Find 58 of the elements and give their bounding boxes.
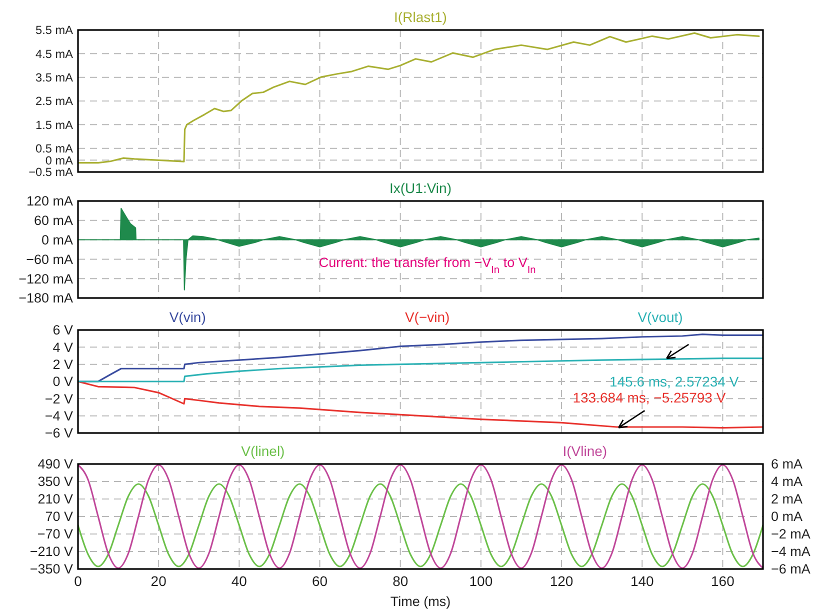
y-tick-label: 350 V <box>38 474 73 490</box>
y-tick-label: −0.5 mA <box>28 165 74 180</box>
y-tick-label: 6 V <box>52 322 73 338</box>
x-tick-label: 60 <box>312 573 328 589</box>
text: V(−vin) <box>404 309 450 325</box>
line-series <box>78 32 760 164</box>
annotation: Current: the transfer from −V$_{In}$ to V$_{In}$ <box>318 254 536 276</box>
y2-tick-label: 4 mA <box>771 474 803 490</box>
y-tick-label: 490 V <box>38 456 73 472</box>
x-tick-label: 100 <box>469 573 493 589</box>
y2-tick-label: −4 mA <box>771 544 810 560</box>
y2-tick-label: −2 mA <box>771 526 810 542</box>
y-tick-label: 0 mA <box>45 153 74 168</box>
y-tick-label: 4.5 mA <box>36 46 74 61</box>
y-tick-label: −120 mA <box>18 271 73 286</box>
line-series <box>78 483 763 568</box>
y-tick-label: −60 mA <box>26 252 73 267</box>
y-tick-label: 0 mA <box>41 232 73 248</box>
y-tick-label: 120 mA <box>26 194 73 209</box>
annotation: 145.6 ms, 2.57234 V <box>609 373 740 390</box>
y-tick-label: 60 mA <box>34 213 73 228</box>
y-tick-label: −2 V <box>44 391 73 406</box>
x-tick-label: 40 <box>231 573 248 589</box>
y-tick-label: 0.5 mA <box>36 141 74 156</box>
series-label: I(Vline) <box>562 443 608 459</box>
x-axis-title: Time (ms) <box>390 594 451 609</box>
x-tick-label: 160 <box>711 573 735 589</box>
y2-tick-label: 2 mA <box>771 492 803 507</box>
y-tick-label: 2.5 mA <box>36 94 74 108</box>
x-tick-label: 80 <box>392 573 408 589</box>
y2-tick-label: 0 mA <box>771 509 803 524</box>
text: I(Rlast1) <box>394 9 447 25</box>
y2-tick-label: 6 mA <box>771 456 803 472</box>
y-tick-label: 3.5 mA <box>36 70 74 84</box>
text: V(linel) <box>241 443 285 459</box>
y-tick-label: 2 V <box>52 357 73 372</box>
y-tick-label: 4 V <box>52 340 73 355</box>
y-tick-label: 1.5 mA <box>36 118 74 132</box>
y-tick-label: −180 mA <box>18 290 73 306</box>
x-tick-label: 120 <box>550 573 574 589</box>
y-tick-label: 70 V <box>45 509 73 524</box>
x-tick-label: 20 <box>150 573 167 589</box>
x-tick-label: 0 <box>74 573 82 589</box>
y2-tick-label: −6 mA <box>771 562 810 577</box>
y-tick-label: 5.5 mA <box>36 23 74 38</box>
line-series <box>78 464 763 569</box>
y-tick-label: −6 V <box>44 426 73 441</box>
annotation: 133.684 ms, −5.25793 V <box>572 390 726 406</box>
text: V(vout) <box>638 309 683 325</box>
x-tick-label: 140 <box>630 573 654 589</box>
y-tick-label: −350 V <box>30 562 73 577</box>
text: Ix(U1:Vin) <box>390 180 452 196</box>
y-tick-label: 210 V <box>38 492 73 507</box>
y-tick-label: −70 V <box>37 526 73 542</box>
y-tick-label: 0 V <box>52 374 73 390</box>
text: V(vin) <box>169 309 206 325</box>
y-tick-label: −210 V <box>30 544 73 560</box>
y-tick-label: −4 V <box>44 408 73 424</box>
